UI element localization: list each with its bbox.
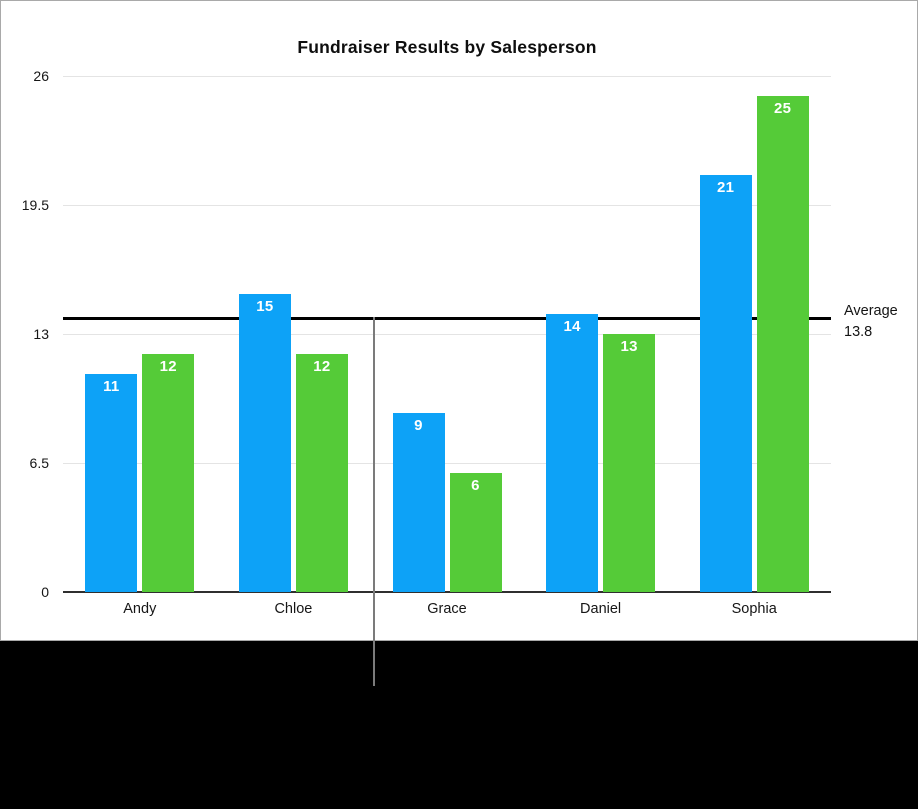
plot-area: Average 13.8 0 6.5 13 19.5 26 11 12 Andy 15 12 Chl…	[22, 68, 898, 617]
bar-grace-series2[interactable]: 6	[449, 473, 502, 592]
bar-value-label: 13	[620, 338, 638, 355]
x-axis-category-label: Chloe	[274, 601, 313, 617]
chart-title: Fundraiser Results by Salesperson	[297, 37, 597, 57]
bar-value-label: 12	[313, 358, 331, 375]
average-label-text: Average	[844, 303, 898, 320]
bar-chloe-series1[interactable]: 15	[238, 294, 291, 592]
y-axis-tick-label: 6.5	[29, 455, 49, 471]
bar-value-label: 9	[414, 417, 423, 434]
y-axis-tick-label: 13	[33, 326, 49, 342]
bar-value-label: 14	[563, 318, 581, 335]
bar-grace-series1[interactable]: 9	[392, 413, 445, 592]
gridline	[63, 462, 831, 464]
bar-andy-series2[interactable]: 12	[142, 354, 195, 592]
bar-value-label: 12	[159, 358, 177, 375]
average-line-label: Average 13.8	[844, 301, 898, 343]
y-axis-tick-label: 26	[33, 68, 49, 84]
x-axis-category-label: Andy	[123, 601, 157, 617]
bar-sophia-series2[interactable]: 25	[756, 96, 809, 592]
x-axis-category-label: Sophia	[731, 601, 777, 617]
callout-line	[373, 317, 375, 686]
bar-andy-series1[interactable]: 11	[85, 374, 138, 592]
bar-value-label: 25	[774, 100, 792, 117]
average-reference-line[interactable]	[63, 316, 831, 320]
y-axis-tick-label: 0	[41, 584, 49, 600]
average-value-text: 13.8	[844, 324, 873, 341]
x-axis-line	[63, 591, 831, 593]
bar-value-label: 11	[103, 378, 120, 395]
chart-panel: Fundraiser Results by Salesperson Averag…	[0, 0, 918, 641]
gridline	[63, 204, 831, 206]
bar-daniel-series1[interactable]: 14	[546, 314, 599, 592]
bar-value-label: 21	[717, 179, 735, 196]
y-axis-tick-label: 19.5	[21, 197, 49, 213]
bar-value-label: 15	[256, 298, 274, 315]
bar-daniel-series2[interactable]: 13	[603, 334, 656, 592]
x-axis-category-label: Grace	[427, 601, 467, 617]
x-axis-category-label: Daniel	[580, 601, 622, 617]
gridline	[63, 75, 831, 77]
gridline	[63, 333, 831, 335]
bar-sophia-series1[interactable]: 21	[699, 175, 752, 592]
bar-value-label: 6	[471, 477, 480, 494]
bar-chloe-series2[interactable]: 12	[295, 354, 348, 592]
